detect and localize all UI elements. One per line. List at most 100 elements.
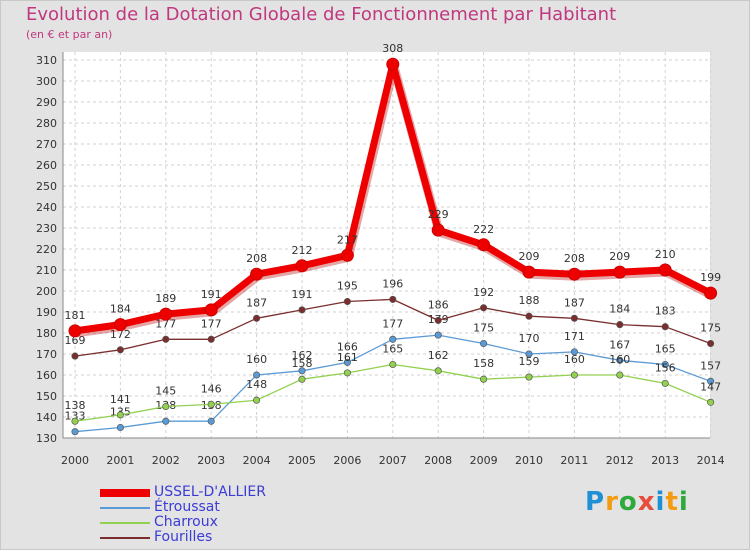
data-label: 133 [65,410,86,423]
data-point [389,295,397,303]
y-tick-label: 180 [36,327,57,340]
data-point [616,371,624,379]
data-label: 166 [337,340,358,353]
data-point [116,423,124,432]
data-point [525,312,533,320]
data-label: 138 [65,399,86,412]
data-label: 160 [609,353,630,366]
data-point [704,286,718,300]
data-label: 217 [337,233,358,246]
data-point [661,323,669,331]
data-label: 147 [700,380,721,393]
data-point [480,304,488,312]
chart-title: Evolution de la Dotation Globale de Fonc… [26,4,617,25]
data-label: 157 [700,359,721,372]
legend-swatch [100,489,150,497]
data-label: 184 [110,303,131,316]
data-point [295,259,309,273]
y-tick-label: 230 [36,222,57,235]
x-tick-label: 2008 [424,454,452,467]
y-tick-label: 170 [36,348,57,361]
logo-letter: i [655,487,666,517]
y-tick-label: 280 [36,117,57,130]
data-point [68,324,82,338]
data-point [570,314,578,322]
x-tick-label: 2005 [288,454,316,467]
logo-letter: x [637,487,656,517]
logo-letter: P [585,487,606,517]
logo-letter: i [678,487,689,517]
data-label: 229 [428,208,449,221]
data-label: 195 [337,280,358,293]
data-label: 158 [292,357,313,370]
x-tick-label: 2014 [697,454,725,467]
data-point [616,321,624,329]
data-label: 177 [201,317,222,330]
data-point [386,57,400,71]
data-label: 162 [292,349,313,362]
data-label: 165 [655,343,676,356]
data-point [298,367,306,375]
data-label: 308 [382,42,403,55]
y-tick-label: 250 [36,180,57,193]
x-tick-label: 2013 [651,454,679,467]
data-point [570,348,578,356]
data-label: 187 [246,296,267,309]
x-tick-label: 2009 [470,454,498,467]
legend-label: Fourilles [154,529,213,545]
x-tick-label: 2004 [243,454,271,467]
data-label: 172 [110,328,131,341]
data-point [116,411,124,419]
data-point [207,400,215,408]
data-point [343,358,351,366]
legend-label: Étroussat [154,499,220,515]
data-point [253,396,261,404]
data-label: 145 [155,385,176,398]
legend-swatch [100,537,150,539]
data-point [71,352,79,360]
data-label: 171 [564,330,585,343]
y-tick-label: 190 [36,306,57,319]
data-label: 161 [337,351,358,364]
y-tick-label: 200 [36,285,57,298]
data-label: 175 [473,322,494,335]
x-tick-label: 2000 [61,454,89,467]
logo-letter: t [665,487,679,517]
data-point [658,263,672,277]
data-point [204,303,218,317]
x-tick-label: 2003 [197,454,225,467]
plot-area [63,52,710,438]
data-point [480,339,488,348]
data-point [567,267,581,281]
data-point [113,318,127,332]
data-label: 187 [564,296,585,309]
data-point [162,402,170,411]
data-label: 208 [564,252,585,265]
data-label: 186 [428,298,449,311]
data-point [522,265,536,279]
data-point [613,265,627,279]
proxiti-logo: Proxiti [585,487,689,517]
y-tick-label: 300 [36,75,57,88]
data-label: 175 [700,322,721,335]
data-point [71,417,79,425]
x-tick-label: 2010 [515,454,543,467]
data-label: 183 [655,305,676,318]
logo-letter: r [605,487,619,517]
data-point [434,331,442,339]
data-label: 192 [473,286,494,299]
data-label: 191 [201,288,222,301]
logo-letter: o [618,487,638,517]
x-tick-label: 2007 [379,454,407,467]
data-label: 169 [65,334,86,347]
data-label: 222 [473,223,494,236]
y-tick-label: 290 [36,96,57,109]
data-point [616,356,624,364]
data-label: 167 [609,338,630,351]
data-label: 165 [382,343,403,356]
data-label: 177 [382,317,403,330]
x-tick-label: 2006 [333,454,361,467]
data-label: 191 [292,288,313,301]
data-point [207,417,215,425]
y-tick-label: 150 [36,390,57,403]
